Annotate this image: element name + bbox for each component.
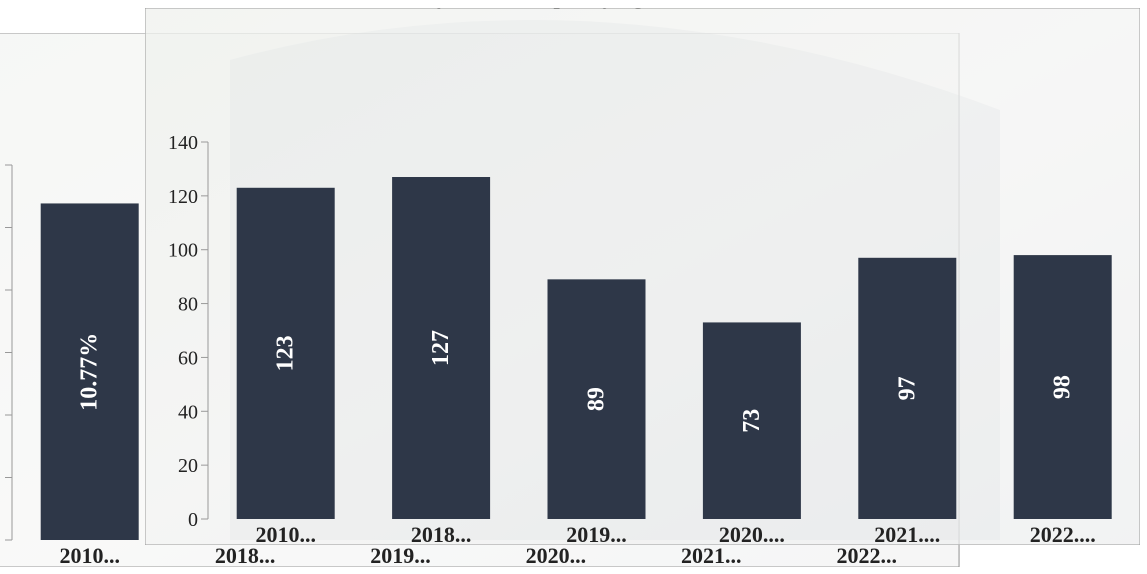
front-category-labels: 2010... 2018... 2019... 2020.... 2021.... 202…: [255, 522, 1095, 547]
chart-panel: 0 20 40 60 80 100 120 140 Keszthelyi Rendőrkapit…: [145, 0, 1140, 545]
value-label: 123: [273, 335, 299, 371]
x-tick-label: 2022....: [1030, 522, 1096, 547]
value-label: 127: [428, 330, 454, 366]
x-tick-label: 2018...: [411, 522, 472, 547]
y-tick-label: 60: [178, 347, 198, 369]
chart-title: Keszthelyi Rendőrkapitányság: [356, 0, 644, 9]
y-tick-label: 20: [178, 455, 198, 477]
value-label: 73: [739, 409, 765, 433]
bar: [236, 187, 335, 519]
x-tick-label: 2010...: [255, 522, 316, 547]
x-tick-label: 2018...: [215, 543, 276, 568]
y-tick-label: 0: [188, 509, 198, 531]
bar: [547, 279, 646, 519]
x-tick-label: 2019...: [370, 543, 431, 568]
value-label: 10.77%: [77, 333, 103, 411]
bar: [40, 203, 139, 540]
bar: [858, 257, 957, 519]
x-tick-label: 2021...: [681, 543, 742, 568]
y-tick-label: 100: [168, 240, 198, 262]
x-tick-label: 2021....: [874, 522, 940, 547]
y-tick-label: 80: [178, 294, 198, 316]
bar: [702, 322, 801, 519]
bar: [392, 177, 491, 519]
y-tick-label: 140: [168, 132, 198, 154]
bar: [1013, 255, 1112, 519]
x-tick-label: 2020...: [526, 543, 587, 568]
x-tick-label: 2010...: [59, 543, 120, 568]
y-tick-label: 40: [178, 401, 198, 423]
back-category-labels: 2010... 2018... 2019... 2020... 2021... 2022.…: [59, 543, 897, 568]
value-label: 89: [584, 387, 610, 411]
y-tick-label: 120: [168, 186, 198, 208]
value-label: 97: [894, 376, 920, 400]
value-label: 98: [1050, 375, 1076, 399]
x-tick-label: 2019...: [566, 522, 627, 547]
x-tick-label: 2022...: [836, 543, 897, 568]
x-tick-label: 2020....: [719, 522, 785, 547]
